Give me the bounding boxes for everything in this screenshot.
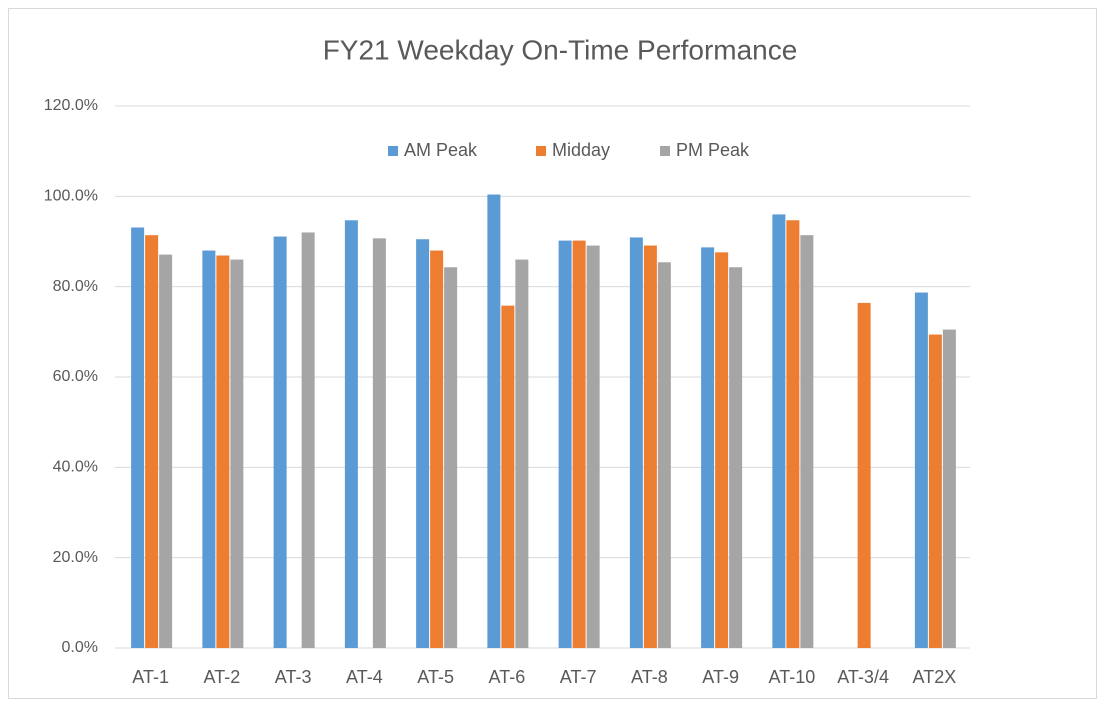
bar (372, 238, 386, 649)
bar (202, 250, 216, 649)
y-tick-label: 100.0% (44, 188, 98, 205)
bar (301, 232, 315, 648)
x-tick-label: AT-1 (132, 667, 169, 687)
y-tick-label: 0.0% (62, 639, 98, 656)
x-tick-label: AT-4 (346, 667, 383, 687)
bar (629, 237, 643, 648)
legend-label: Midday (552, 140, 610, 160)
y-tick-label: 40.0% (53, 459, 98, 476)
legend-label: AM Peak (404, 140, 478, 160)
bar (487, 194, 501, 648)
bar (558, 240, 572, 648)
bar (857, 302, 871, 648)
x-tick-label: AT-5 (417, 667, 454, 687)
legend-swatch (536, 146, 546, 156)
y-tick-label: 20.0% (53, 549, 98, 566)
bar (643, 245, 657, 648)
bar (772, 214, 786, 648)
bar (701, 247, 715, 648)
x-tick-label: AT-9 (702, 667, 739, 687)
bar (501, 305, 515, 648)
y-tick-label: 120.0% (44, 97, 98, 114)
bar (131, 227, 145, 648)
bar (715, 252, 729, 648)
legend-swatch (660, 146, 670, 156)
chart-title: FY21 Weekday On-Time Performance (323, 34, 798, 65)
bar (145, 235, 159, 648)
y-tick-label: 60.0% (53, 368, 98, 385)
y-tick-label: 80.0% (53, 278, 98, 295)
bar (216, 255, 230, 649)
bar (515, 259, 529, 648)
legend-swatch (388, 146, 398, 156)
bar (928, 334, 942, 648)
x-tick-label: AT-10 (769, 667, 816, 687)
x-tick-label: AT-6 (489, 667, 526, 687)
bar (786, 220, 800, 648)
bar (572, 240, 586, 648)
bar (444, 267, 458, 648)
legend-label: PM Peak (676, 140, 750, 160)
bar (942, 329, 956, 648)
x-tick-label: AT-3/4 (837, 667, 889, 687)
bar (416, 239, 430, 648)
bar (586, 245, 600, 648)
bar (800, 235, 814, 648)
x-tick-label: AT-3 (275, 667, 312, 687)
x-tick-label: AT2X (913, 667, 957, 687)
bar (430, 250, 444, 649)
x-tick-label: AT-2 (204, 667, 241, 687)
x-tick-label: AT-8 (631, 667, 668, 687)
bar (159, 254, 173, 648)
bar (344, 220, 358, 648)
bar (657, 262, 671, 648)
x-tick-label: AT-7 (560, 667, 597, 687)
bar (273, 236, 287, 648)
bar (914, 292, 928, 648)
bar (729, 267, 743, 648)
bar (230, 259, 244, 648)
